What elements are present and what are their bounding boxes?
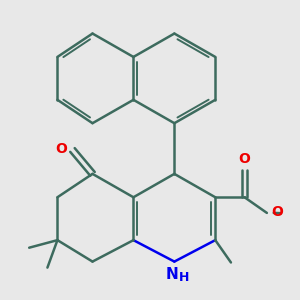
Text: O: O [238,152,250,166]
Text: N: N [166,267,179,282]
Text: O: O [56,142,68,156]
Text: O: O [271,205,283,219]
Text: H: H [179,271,189,284]
